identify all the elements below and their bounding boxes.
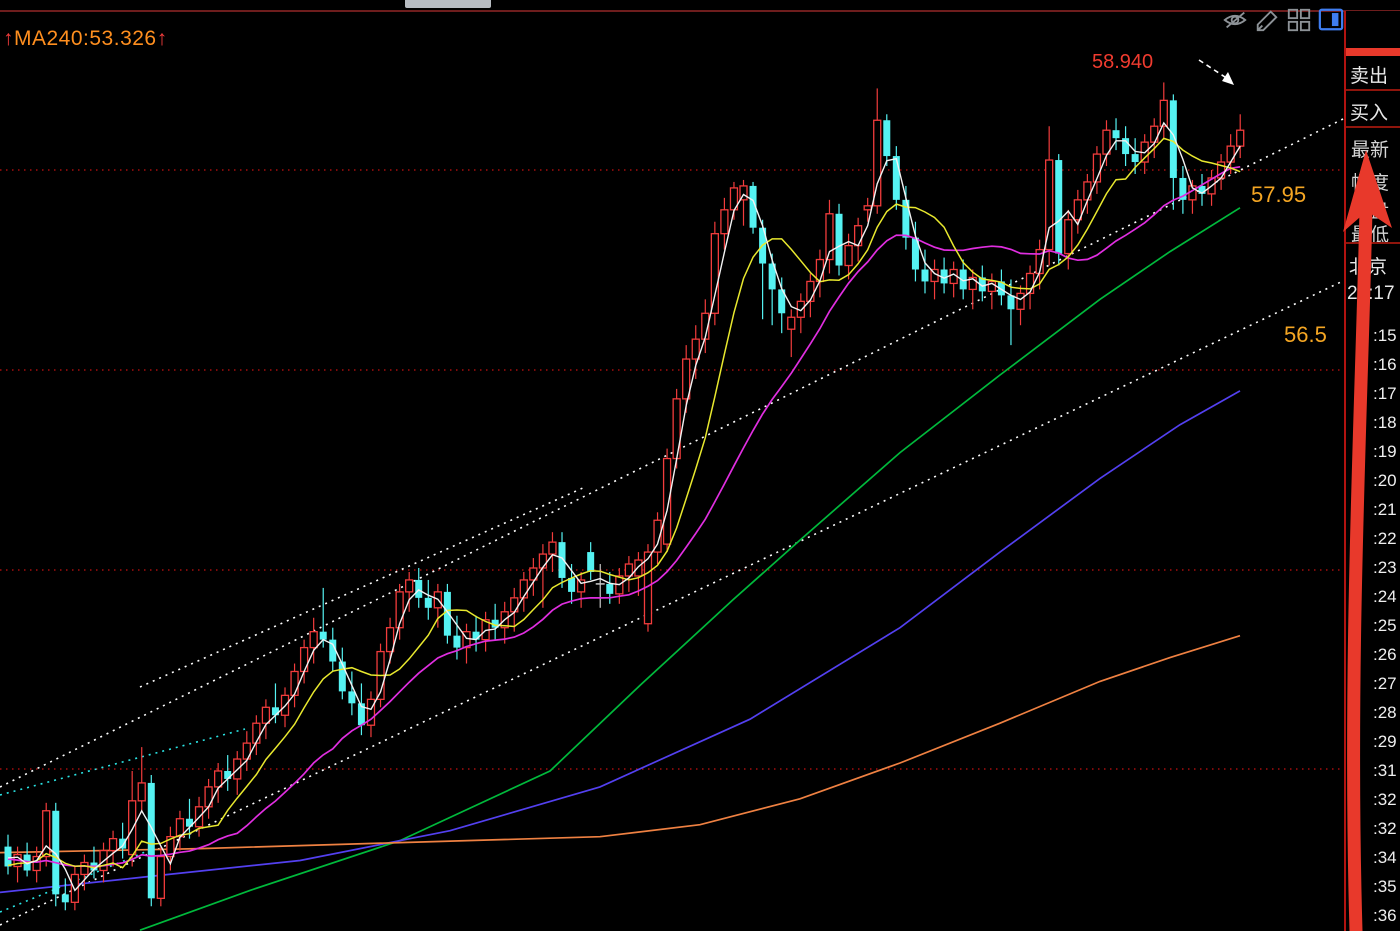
trade-time-item: :32 <box>1373 790 1397 809</box>
window-top-divider <box>0 10 1400 12</box>
sell-button[interactable]: 卖出 <box>1350 66 1389 87</box>
pencil-icon[interactable] <box>1254 7 1280 33</box>
price-gridlines <box>0 169 1345 770</box>
trade-time-item: :26 <box>1373 645 1397 664</box>
candles <box>4 82 1245 911</box>
trade-time-item: :24 <box>1373 587 1397 606</box>
sidebar-divider <box>1346 126 1400 128</box>
quote-label: 最新 <box>1351 140 1390 161</box>
sidebar-divider <box>1346 242 1400 244</box>
candlestick-chart[interactable] <box>0 0 1345 931</box>
trade-time-item: :16 <box>1373 355 1397 374</box>
trade-time-item: :31 <box>1373 761 1397 780</box>
up-arrow-icon: ↑ <box>156 27 168 50</box>
upper-level-label: 57.95 <box>1251 182 1307 207</box>
trade-time-item: :19 <box>1373 442 1397 461</box>
panel-layout-icon[interactable] <box>1318 7 1344 33</box>
trade-time-item: :22 <box>1373 529 1397 548</box>
lower-level-label: 56.5 <box>1284 322 1327 347</box>
sidebar-divider <box>1346 89 1400 91</box>
grid-icon[interactable] <box>1286 7 1312 33</box>
high-pointer-arrow <box>1198 59 1234 85</box>
ma-line-green <box>139 207 1241 931</box>
buy-button[interactable]: 买入 <box>1350 103 1389 124</box>
trade-time-item: :23 <box>1373 558 1397 577</box>
up-arrow-icon: ↑ <box>3 27 14 50</box>
high-price-label: 58.940 <box>1092 51 1154 73</box>
ma-indicator-readout: ↑MA240:53.326↑ <box>3 27 168 51</box>
trade-time-item: :29 <box>1373 732 1397 751</box>
browser-tab-fragment[interactable] <box>405 0 491 8</box>
trade-time-item: :15 <box>1373 326 1397 345</box>
trade-time-item: :25 <box>1373 616 1397 635</box>
trade-time-item: :34 <box>1373 848 1397 867</box>
ma-line-white <box>7 121 1241 892</box>
ma-line-blue <box>0 390 1241 894</box>
trade-time-item: :35 <box>1373 877 1397 896</box>
ma-line-orange <box>0 634 1241 854</box>
panel-divider <box>1344 11 1346 931</box>
trade-time-item: :28 <box>1373 703 1397 722</box>
trade-time-item: :21 <box>1373 500 1397 519</box>
trade-time-item: :20 <box>1373 471 1397 490</box>
chart-toolbar <box>1222 6 1344 34</box>
trade-time-item: :36 <box>1373 906 1397 925</box>
trade-time-item: :27 <box>1373 674 1397 693</box>
quote-sidebar: 卖出 买入 最新幅度开盘最低 北京 20:17 :15:16:17:18:19:… <box>1346 11 1400 931</box>
trade-time-item: :18 <box>1373 413 1397 432</box>
ma-line-yellow <box>7 137 1241 869</box>
ma240-value: MA240:53.326 <box>14 27 157 50</box>
eye-off-icon[interactable] <box>1222 7 1248 33</box>
trend-channel-lines <box>0 117 1345 926</box>
trade-time-item: :32 <box>1373 819 1397 838</box>
ma-line-magenta <box>7 165 1241 868</box>
drawn-arrow-annotation[interactable] <box>1338 138 1400 931</box>
sidebar-header-bar <box>1346 48 1400 56</box>
trade-time-item: :17 <box>1373 384 1397 403</box>
